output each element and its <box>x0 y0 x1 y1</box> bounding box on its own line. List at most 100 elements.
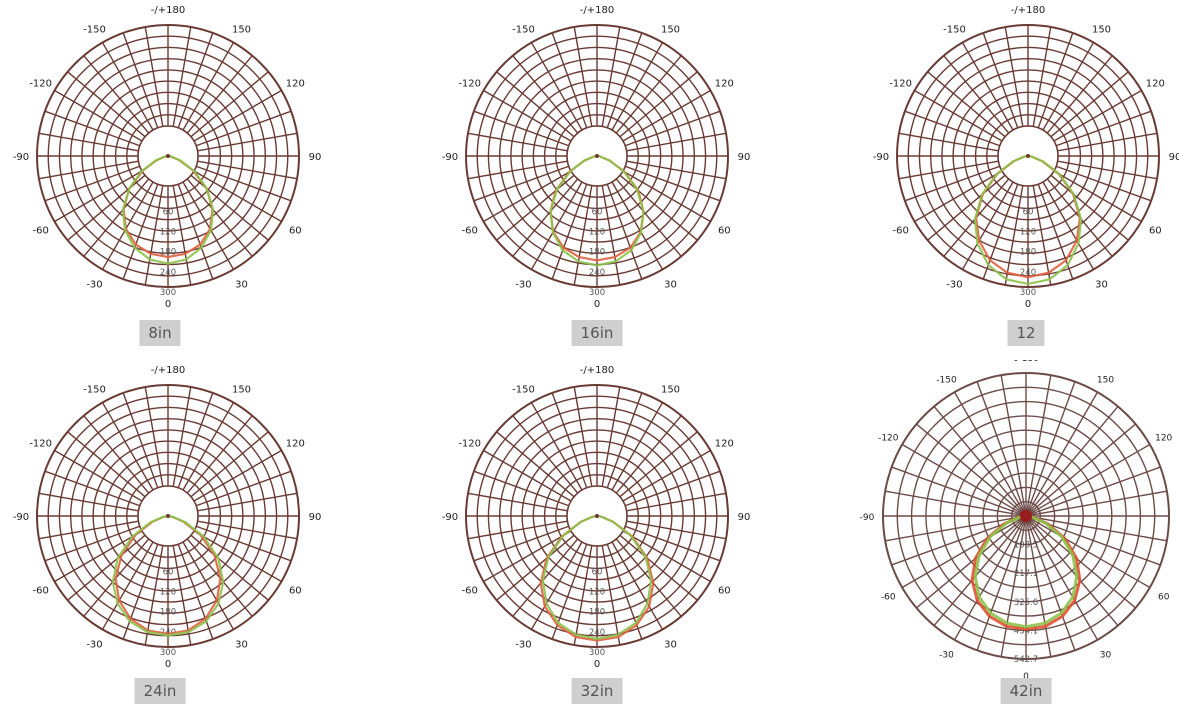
polar-spoke <box>622 89 711 142</box>
polar-ring <box>953 443 1099 589</box>
polar-spoke <box>626 492 727 512</box>
angle-tick-label: -/+180 <box>151 365 185 376</box>
polar-ring <box>543 462 651 570</box>
polar-spoke <box>898 160 999 180</box>
polar-spoke <box>927 174 1006 241</box>
chart-title-badge: 12 <box>1007 320 1045 346</box>
polar-spoke <box>195 525 292 562</box>
series-line <box>973 514 1079 629</box>
polar-spoke <box>190 431 269 498</box>
polar-ring <box>103 451 233 581</box>
polar-ring <box>465 384 729 648</box>
polar-spoke <box>606 392 643 489</box>
polar-spoke <box>177 392 214 489</box>
polar-spoke <box>197 160 298 180</box>
polar-spoke <box>573 386 593 487</box>
angle-tick-label: 60 <box>718 226 731 237</box>
polar-spoke <box>1057 160 1158 180</box>
radial-tick-label: 300 <box>589 648 605 658</box>
polar-spoke <box>624 165 721 202</box>
polar-spoke <box>611 541 664 630</box>
angle-tick-label: -30 <box>515 279 531 290</box>
polar-spoke <box>44 470 141 507</box>
polar-spoke <box>67 71 146 138</box>
polar-ring <box>929 57 1127 255</box>
polar-spoke <box>927 71 1006 138</box>
radial-tick-label: 108.5 <box>1014 541 1038 551</box>
polar-spoke <box>898 132 999 152</box>
angle-tick-label: -150 <box>83 25 106 36</box>
polar-spoke <box>1042 181 1095 270</box>
polar-spoke <box>615 415 682 494</box>
polar-spoke <box>44 525 141 562</box>
polar-spoke <box>144 386 164 487</box>
radial-tick-label: 325.6 <box>1014 598 1038 608</box>
polar-spoke <box>177 543 214 640</box>
angle-tick-label: -30 <box>86 639 102 650</box>
polar-spoke <box>172 26 192 127</box>
angle-tick-label: 120 <box>715 79 734 90</box>
polar-spoke <box>186 415 253 494</box>
polar-spoke <box>1004 26 1024 127</box>
angle-tick-label: 120 <box>715 439 734 450</box>
angle-tick-label: -60 <box>462 586 478 597</box>
polar-spoke <box>44 110 141 147</box>
polar-spoke <box>54 449 143 502</box>
polar-spoke <box>177 32 214 129</box>
polar-ring <box>47 35 289 277</box>
polar-spoke <box>551 32 588 129</box>
radial-tick-label: 300 <box>1020 288 1036 298</box>
angle-tick-label: 0 <box>1025 299 1031 310</box>
radial-tick-label: 240 <box>589 628 605 638</box>
polar-ring <box>487 406 707 626</box>
polar-ring <box>476 395 718 637</box>
angle-tick-label: -120 <box>458 439 481 450</box>
polar-spoke <box>172 185 192 286</box>
polar-spoke <box>512 415 579 494</box>
angle-tick-label: -150 <box>83 385 106 396</box>
polar-spoke <box>195 165 292 202</box>
angle-tick-label: 90 <box>1169 152 1179 163</box>
polar-spoke <box>573 545 593 646</box>
radial-tick-label: 300 <box>589 288 605 298</box>
polar-spoke <box>101 42 154 131</box>
radial-tick-label: 180 <box>160 248 176 258</box>
polar-spoke <box>195 110 292 147</box>
radial-tick-label: 434.1 <box>1014 626 1038 636</box>
polar-spoke <box>101 181 154 270</box>
polar-spoke <box>943 55 1010 134</box>
polar-ring <box>465 24 729 288</box>
polar-ring <box>36 384 300 648</box>
polar-spoke <box>601 26 621 127</box>
series-line <box>549 154 645 267</box>
polar-ring <box>532 91 662 221</box>
radial-tick-label: 60 <box>1023 207 1034 217</box>
radial-tick-label: 542.7 <box>1014 655 1038 665</box>
angle-tick-label: -60 <box>893 226 909 237</box>
polar-ring <box>498 417 696 615</box>
angle-tick-label: 150 <box>1092 25 1111 36</box>
chart-title-badge: 32in <box>571 678 623 704</box>
polar-spoke <box>467 160 568 180</box>
polar-ring <box>996 486 1056 546</box>
angle-tick-label: 60 <box>289 586 302 597</box>
radial-tick-label: 60 <box>592 567 603 577</box>
angle-tick-label: -30 <box>946 279 962 290</box>
polar-spoke <box>619 71 698 138</box>
polar-ring <box>92 440 244 592</box>
angle-tick-label: -150 <box>943 25 966 36</box>
angle-tick-label: 60 <box>1149 226 1162 237</box>
polar-ring <box>925 415 1127 617</box>
angle-tick-label: -150 <box>512 25 535 36</box>
polar-spoke <box>1055 165 1152 202</box>
radial-tick-label: 240 <box>1020 268 1036 278</box>
polar-spoke <box>473 165 570 202</box>
polar-ring <box>1010 500 1041 531</box>
polar-ring <box>952 80 1104 232</box>
polar-ring <box>126 474 210 558</box>
radial-tick-label: 120 <box>589 227 605 237</box>
angle-tick-label: 30 <box>1100 651 1112 661</box>
polar-ring <box>476 35 718 277</box>
polar-ring <box>555 114 639 198</box>
radial-tick-label: 120 <box>160 587 176 597</box>
